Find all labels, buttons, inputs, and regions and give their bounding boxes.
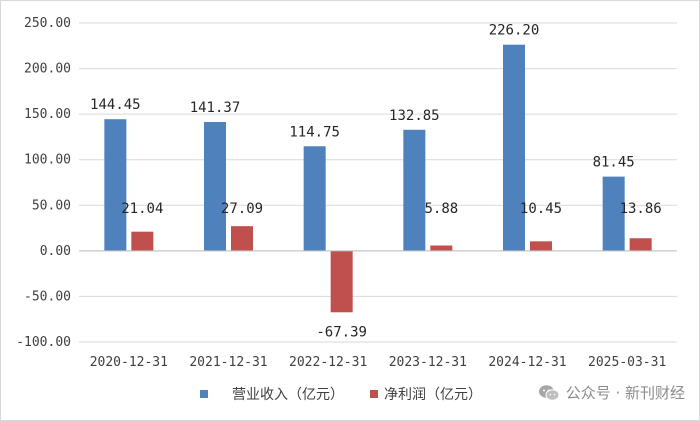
- data-label-revenue: 144.45: [90, 97, 141, 113]
- legend-label-revenue: 营业收入（亿元）: [232, 387, 344, 403]
- bar-net-profit: [530, 241, 552, 251]
- legend: 营业收入（亿元） 净利润（亿元）: [1, 379, 699, 409]
- y-tick-label: -50.00: [24, 289, 71, 304]
- bar-net-profit: [330, 250, 353, 313]
- bar-revenue: [303, 146, 326, 251]
- data-label-net-profit: 5.88: [424, 201, 458, 217]
- data-label-net-profit: 21.04: [121, 201, 163, 217]
- data-label-revenue: 141.37: [190, 100, 241, 116]
- bar-revenue: [403, 129, 426, 251]
- data-label-net-profit: 27.09: [221, 201, 263, 217]
- y-tick-label: 50.00: [32, 198, 71, 213]
- x-tick-label: 2022-12-31: [289, 355, 367, 370]
- y-tick-label: 0.00: [40, 244, 71, 259]
- bar-net-profit: [629, 238, 652, 251]
- x-tick-label: 2023-12-31: [389, 355, 467, 370]
- y-tick-label: -100.00: [16, 335, 71, 350]
- data-label-revenue: 132.85: [389, 108, 440, 124]
- x-tick-label: 2020-12-31: [90, 355, 168, 370]
- data-label-net-profit: 13.86: [620, 201, 662, 217]
- y-tick-label: 250.00: [24, 16, 71, 31]
- bars: [104, 44, 652, 313]
- y-tick-label: 150.00: [24, 107, 71, 122]
- legend-swatch-net-profit: [370, 390, 378, 398]
- legend-item-revenue: 营业收入（亿元）: [200, 384, 344, 404]
- data-label-revenue: 226.20: [489, 23, 540, 39]
- data-labels: 144.45 21.04 141.37 27.09 114.75 -67.39 132.85…: [90, 23, 662, 341]
- watermark: 公众号 · 新刊财经: [538, 382, 685, 403]
- x-tick-label: 2025-03-31: [588, 355, 666, 370]
- legend-item-net-profit: 净利润（亿元）: [370, 384, 482, 404]
- legend-swatch-revenue: [200, 390, 208, 398]
- bar-revenue: [503, 44, 525, 251]
- axes: -100.00 -50.00 0.00 50.00 100.00 150.00 200.00…: [16, 16, 677, 370]
- bar-net-profit: [430, 245, 453, 251]
- bar-net-profit: [131, 231, 154, 251]
- bar-revenue: [104, 119, 127, 251]
- x-tick-label: 2024-12-31: [488, 355, 566, 370]
- y-tick-label: 200.00: [24, 62, 71, 77]
- bar-revenue: [204, 122, 226, 251]
- grid-lines: [79, 22, 677, 343]
- data-label-net-profit: 10.45: [520, 201, 562, 217]
- data-label-revenue: 81.45: [593, 155, 635, 171]
- data-label-revenue: 114.75: [289, 124, 340, 140]
- wechat-icon: [538, 384, 560, 401]
- y-tick-label: 100.00: [24, 153, 71, 168]
- data-label-net-profit: -67.39: [316, 324, 367, 340]
- x-tick-label: 2021-12-31: [189, 355, 267, 370]
- bar-revenue: [602, 176, 625, 251]
- watermark-text: 公众号 · 新刊财经: [565, 384, 685, 402]
- legend-label-net-profit: 净利润（亿元）: [384, 387, 482, 403]
- bar-net-profit: [231, 226, 253, 251]
